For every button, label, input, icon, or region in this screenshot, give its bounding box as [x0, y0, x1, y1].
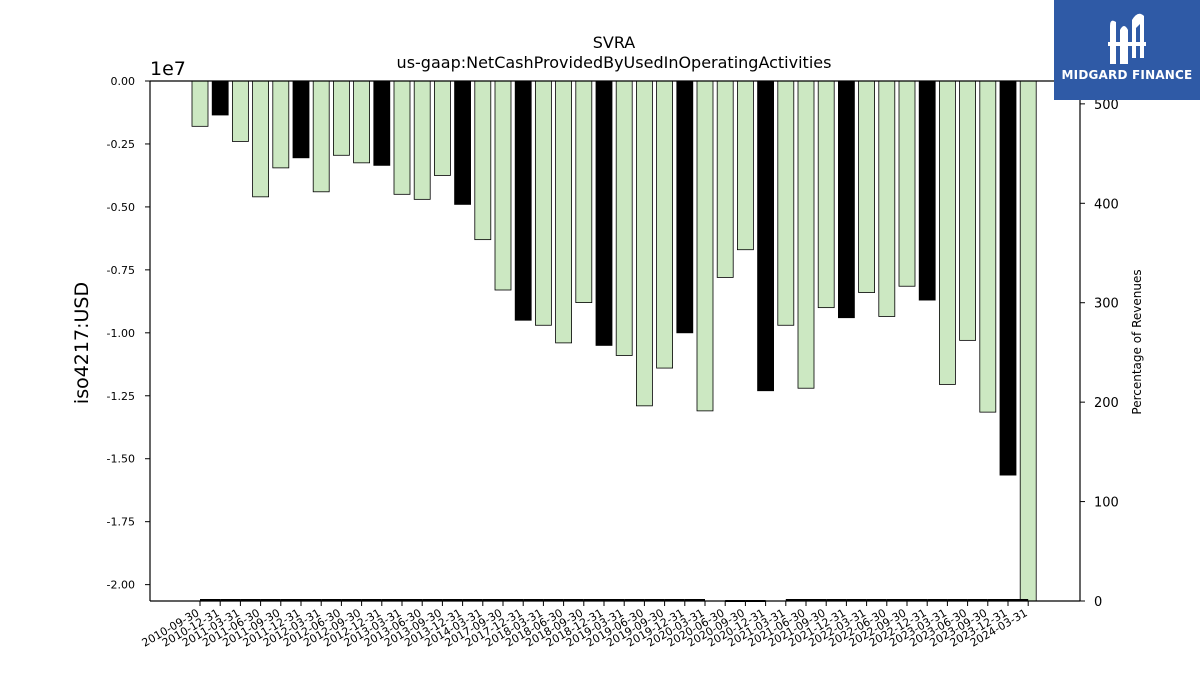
y2-tick-label: 500 [1094, 98, 1119, 113]
chart-subtitle: us-gaap:NetCashProvidedByUsedInOperating… [397, 53, 832, 72]
bar-2018-12-31 [595, 80, 613, 346]
bar-2021-12-31 [838, 80, 855, 319]
bar-2019-03-31 [615, 80, 633, 356]
bar-2019-06-30 [636, 80, 653, 407]
bar-2021-03-31 [777, 80, 795, 326]
y-tick-label: -0.25 [107, 138, 135, 151]
bar-2019-12-31 [676, 80, 694, 334]
bar-2011-09-30 [272, 80, 290, 169]
y-tick-label: -1.25 [107, 390, 135, 403]
revenue-percentage-series [200, 599, 1029, 602]
bar-2010-09-30 [191, 80, 209, 127]
y-tick-label: -1.50 [107, 453, 135, 466]
bar-2024-03-31 [1019, 80, 1037, 602]
bar-2011-06-30 [252, 80, 270, 198]
bar-2020-03-31 [696, 80, 714, 412]
bar-2012-06-30 [332, 80, 350, 156]
bar-2013-12-31 [454, 80, 472, 205]
bar-2022-03-31 [858, 80, 875, 293]
y2-tick-label: 100 [1094, 496, 1119, 511]
bar-2020-12-31 [757, 80, 774, 392]
bar-2022-06-30 [878, 80, 896, 317]
bar-2018-03-31 [535, 80, 552, 326]
chart-title: SVRA [593, 33, 636, 52]
bar-2020-09-30 [737, 80, 754, 251]
bar-2019-09-30 [656, 80, 673, 369]
bar-2023-09-30 [979, 80, 997, 413]
y-tick-label: 0.00 [111, 75, 136, 88]
bar-2023-06-30 [959, 80, 976, 341]
bar-2011-03-31 [231, 80, 249, 142]
y2-tick-label: 300 [1094, 297, 1119, 312]
y2-tick-label: 0 [1094, 595, 1102, 610]
bar-2018-06-30 [555, 80, 572, 344]
bar-2021-06-30 [797, 80, 815, 389]
bar-2020-06-30 [716, 80, 734, 278]
x-axis-ticks: 2010-09-302010-12-312011-03-312011-06-30… [140, 601, 1030, 650]
bar-2023-03-31 [939, 80, 956, 385]
y-axis-ticks: 0.00 -0.25 -0.50 -0.75 -1.00 -1.25 -1.50 -1.75 -… [107, 75, 150, 592]
y-tick-label: -0.75 [107, 264, 135, 277]
midgard-finance-logo: MIDGARD FINANCE [1054, 0, 1200, 100]
y-tick-label: -2.00 [107, 579, 135, 592]
y-axis-label: iso4217:USD [71, 282, 93, 404]
logo-text: MIDGARD FINANCE [1061, 68, 1193, 82]
bar-2017-09-30 [494, 80, 512, 291]
bar-series [191, 80, 1037, 602]
bar-2012-03-31 [312, 80, 330, 193]
bar-2022-12-31 [918, 80, 936, 301]
y-tick-label: -0.50 [107, 201, 135, 214]
y2-tick-label: 200 [1094, 396, 1119, 411]
y-axis-multiplier: 1e7 [150, 58, 186, 80]
bar-2013-06-30 [413, 80, 431, 200]
bar-2023-12-31 [999, 80, 1017, 476]
bar-2011-12-31 [292, 80, 310, 159]
bar-2017-12-31 [514, 80, 532, 321]
bar-2013-09-30 [433, 80, 451, 176]
y2-tick-label: 400 [1094, 197, 1119, 212]
bar-2010-12-31 [211, 80, 229, 116]
midgard-logo-icon [1108, 13, 1146, 65]
y-tick-label: -1.75 [107, 516, 135, 529]
bar-2018-09-30 [575, 80, 593, 303]
bar-2021-09-30 [817, 80, 835, 309]
bar-2012-12-31 [373, 80, 391, 166]
bar-2012-09-30 [353, 80, 371, 164]
bar-2014-03-31 [474, 80, 492, 241]
y2-axis-ticks: 0 100 200 300 400 500 [1080, 98, 1119, 610]
bar-2013-03-31 [393, 80, 411, 195]
y2-axis-label: Percentage of Revenues [1130, 269, 1144, 414]
bar-2022-09-30 [898, 80, 916, 287]
y-tick-label: -1.00 [107, 327, 135, 340]
